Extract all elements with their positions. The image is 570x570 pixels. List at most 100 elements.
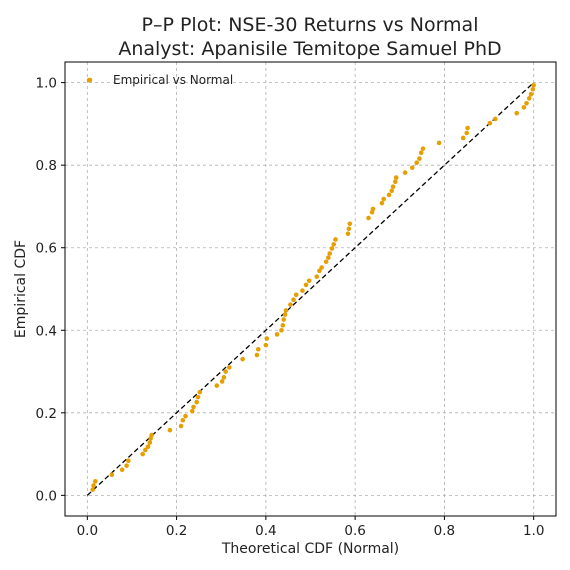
data-point xyxy=(531,82,536,88)
data-point xyxy=(317,268,322,274)
data-point xyxy=(283,308,289,313)
data-point xyxy=(140,451,145,457)
data-point xyxy=(417,156,422,161)
data-point xyxy=(386,192,392,198)
y-tick-label: 0.8 xyxy=(36,158,57,174)
data-point xyxy=(370,206,376,212)
data-point xyxy=(530,86,536,92)
data-point xyxy=(124,463,129,468)
data-point xyxy=(347,221,353,227)
data-point xyxy=(492,116,498,122)
data-point xyxy=(93,479,98,484)
y-axis-label: Empirical CDF xyxy=(13,240,29,338)
plot-area-frame xyxy=(64,61,557,517)
data-point xyxy=(409,165,415,170)
data-point xyxy=(326,255,331,260)
data-point xyxy=(327,251,332,256)
y-tick-label: 1.0 xyxy=(36,76,57,92)
data-point xyxy=(524,100,529,106)
data-point xyxy=(366,215,371,221)
data-point xyxy=(274,332,280,337)
data-point xyxy=(180,417,186,423)
data-point xyxy=(389,188,395,194)
data-point xyxy=(191,404,196,410)
chart-title: P–P Plot: NSE-30 Returns vs Normal xyxy=(142,14,479,36)
data-point xyxy=(514,110,520,116)
y-tick-label: 0.4 xyxy=(36,323,57,339)
data-point xyxy=(390,184,396,189)
data-point xyxy=(465,125,470,131)
data-point xyxy=(464,130,470,136)
y-tick-label: 0.0 xyxy=(36,488,57,504)
data-point xyxy=(329,246,335,251)
data-point xyxy=(319,265,324,270)
x-tick-label: 0.0 xyxy=(77,523,98,539)
data-point xyxy=(221,375,227,380)
data-point xyxy=(149,432,154,438)
data-point xyxy=(167,427,173,433)
data-point xyxy=(264,336,270,341)
data-point xyxy=(195,394,201,400)
y-tick-label: 0.2 xyxy=(36,406,57,422)
data-point xyxy=(414,160,420,166)
reference-line xyxy=(86,82,535,496)
data-point xyxy=(145,444,151,449)
data-point xyxy=(280,323,286,328)
data-point xyxy=(143,447,148,453)
data-point xyxy=(291,297,296,303)
data-point xyxy=(194,399,199,405)
data-point xyxy=(418,150,424,156)
x-tick-label: 0.8 xyxy=(434,523,455,539)
legend: Empirical vs Normal xyxy=(87,73,233,87)
data-point xyxy=(197,389,203,395)
x-tick-label: 0.2 xyxy=(166,523,187,539)
data-point xyxy=(293,292,299,298)
data-point xyxy=(281,317,287,322)
data-point xyxy=(346,226,352,232)
data-point xyxy=(314,274,320,279)
grid-lines xyxy=(65,62,556,516)
data-point xyxy=(345,231,351,236)
data-point xyxy=(219,379,225,384)
data-point xyxy=(254,352,260,358)
y-tick-label: 0.6 xyxy=(36,241,57,257)
data-point xyxy=(323,259,329,265)
data-point xyxy=(279,327,284,333)
data-point xyxy=(521,105,527,110)
data-point xyxy=(331,242,337,247)
x-tick-label: 1.0 xyxy=(523,523,544,539)
data-point xyxy=(282,312,288,317)
data-point xyxy=(178,423,184,429)
legend-marker xyxy=(87,77,93,83)
data-point xyxy=(189,408,195,414)
data-point xyxy=(91,483,96,488)
data-point xyxy=(90,487,95,492)
axis-ticks: 0.0 0.2 0.4 0.6 0.8 1.0 0.0 0.2 0.4 0.6 0.8 1.0 xyxy=(36,76,545,539)
data-point xyxy=(333,237,338,242)
data-point xyxy=(526,96,532,101)
data-point xyxy=(460,135,466,141)
data-point xyxy=(393,175,399,180)
data-point xyxy=(240,356,245,362)
data-point xyxy=(214,383,220,388)
data-point xyxy=(119,467,125,473)
data-point xyxy=(402,170,408,175)
data-point xyxy=(300,288,305,293)
data-point xyxy=(183,413,188,419)
data-point xyxy=(303,282,309,288)
data-point xyxy=(379,200,385,206)
data-point xyxy=(393,179,398,184)
data-point xyxy=(109,472,115,478)
x-axis-label: Theoretical CDF (Normal) xyxy=(221,541,399,557)
legend-label: Empirical vs Normal xyxy=(113,73,233,87)
chart-subtitle: Analyst: Apanisile Temitope Samuel PhD xyxy=(118,38,501,60)
x-tick-label: 0.4 xyxy=(255,523,276,539)
data-point xyxy=(126,458,131,463)
data-point xyxy=(147,440,153,445)
data-point xyxy=(263,342,269,348)
data-point xyxy=(528,91,534,97)
data-point xyxy=(436,140,442,146)
x-tick-label: 0.6 xyxy=(344,523,365,539)
scatter-points xyxy=(86,77,536,492)
